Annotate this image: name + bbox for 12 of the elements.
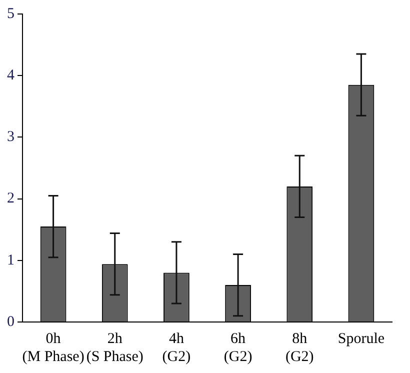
- y-tick-label: 0: [7, 314, 14, 330]
- y-tick-label: 5: [7, 6, 14, 22]
- y-tick-label: 3: [7, 129, 14, 146]
- x-tick-label: 4h (G2): [162, 330, 191, 365]
- x-tick-label: Sporule: [338, 330, 385, 347]
- x-tick-label: 2h (S Phase): [86, 330, 144, 365]
- x-tick-label: 8h (G2): [285, 330, 314, 365]
- y-tick-label: 4: [7, 68, 15, 84]
- y-tick-label: 2: [7, 190, 14, 207]
- y-tick-label: 1: [7, 252, 14, 268]
- x-tick-label: 6h (G2): [224, 330, 252, 365]
- x-tick-label: 0h (M Phase): [22, 330, 84, 365]
